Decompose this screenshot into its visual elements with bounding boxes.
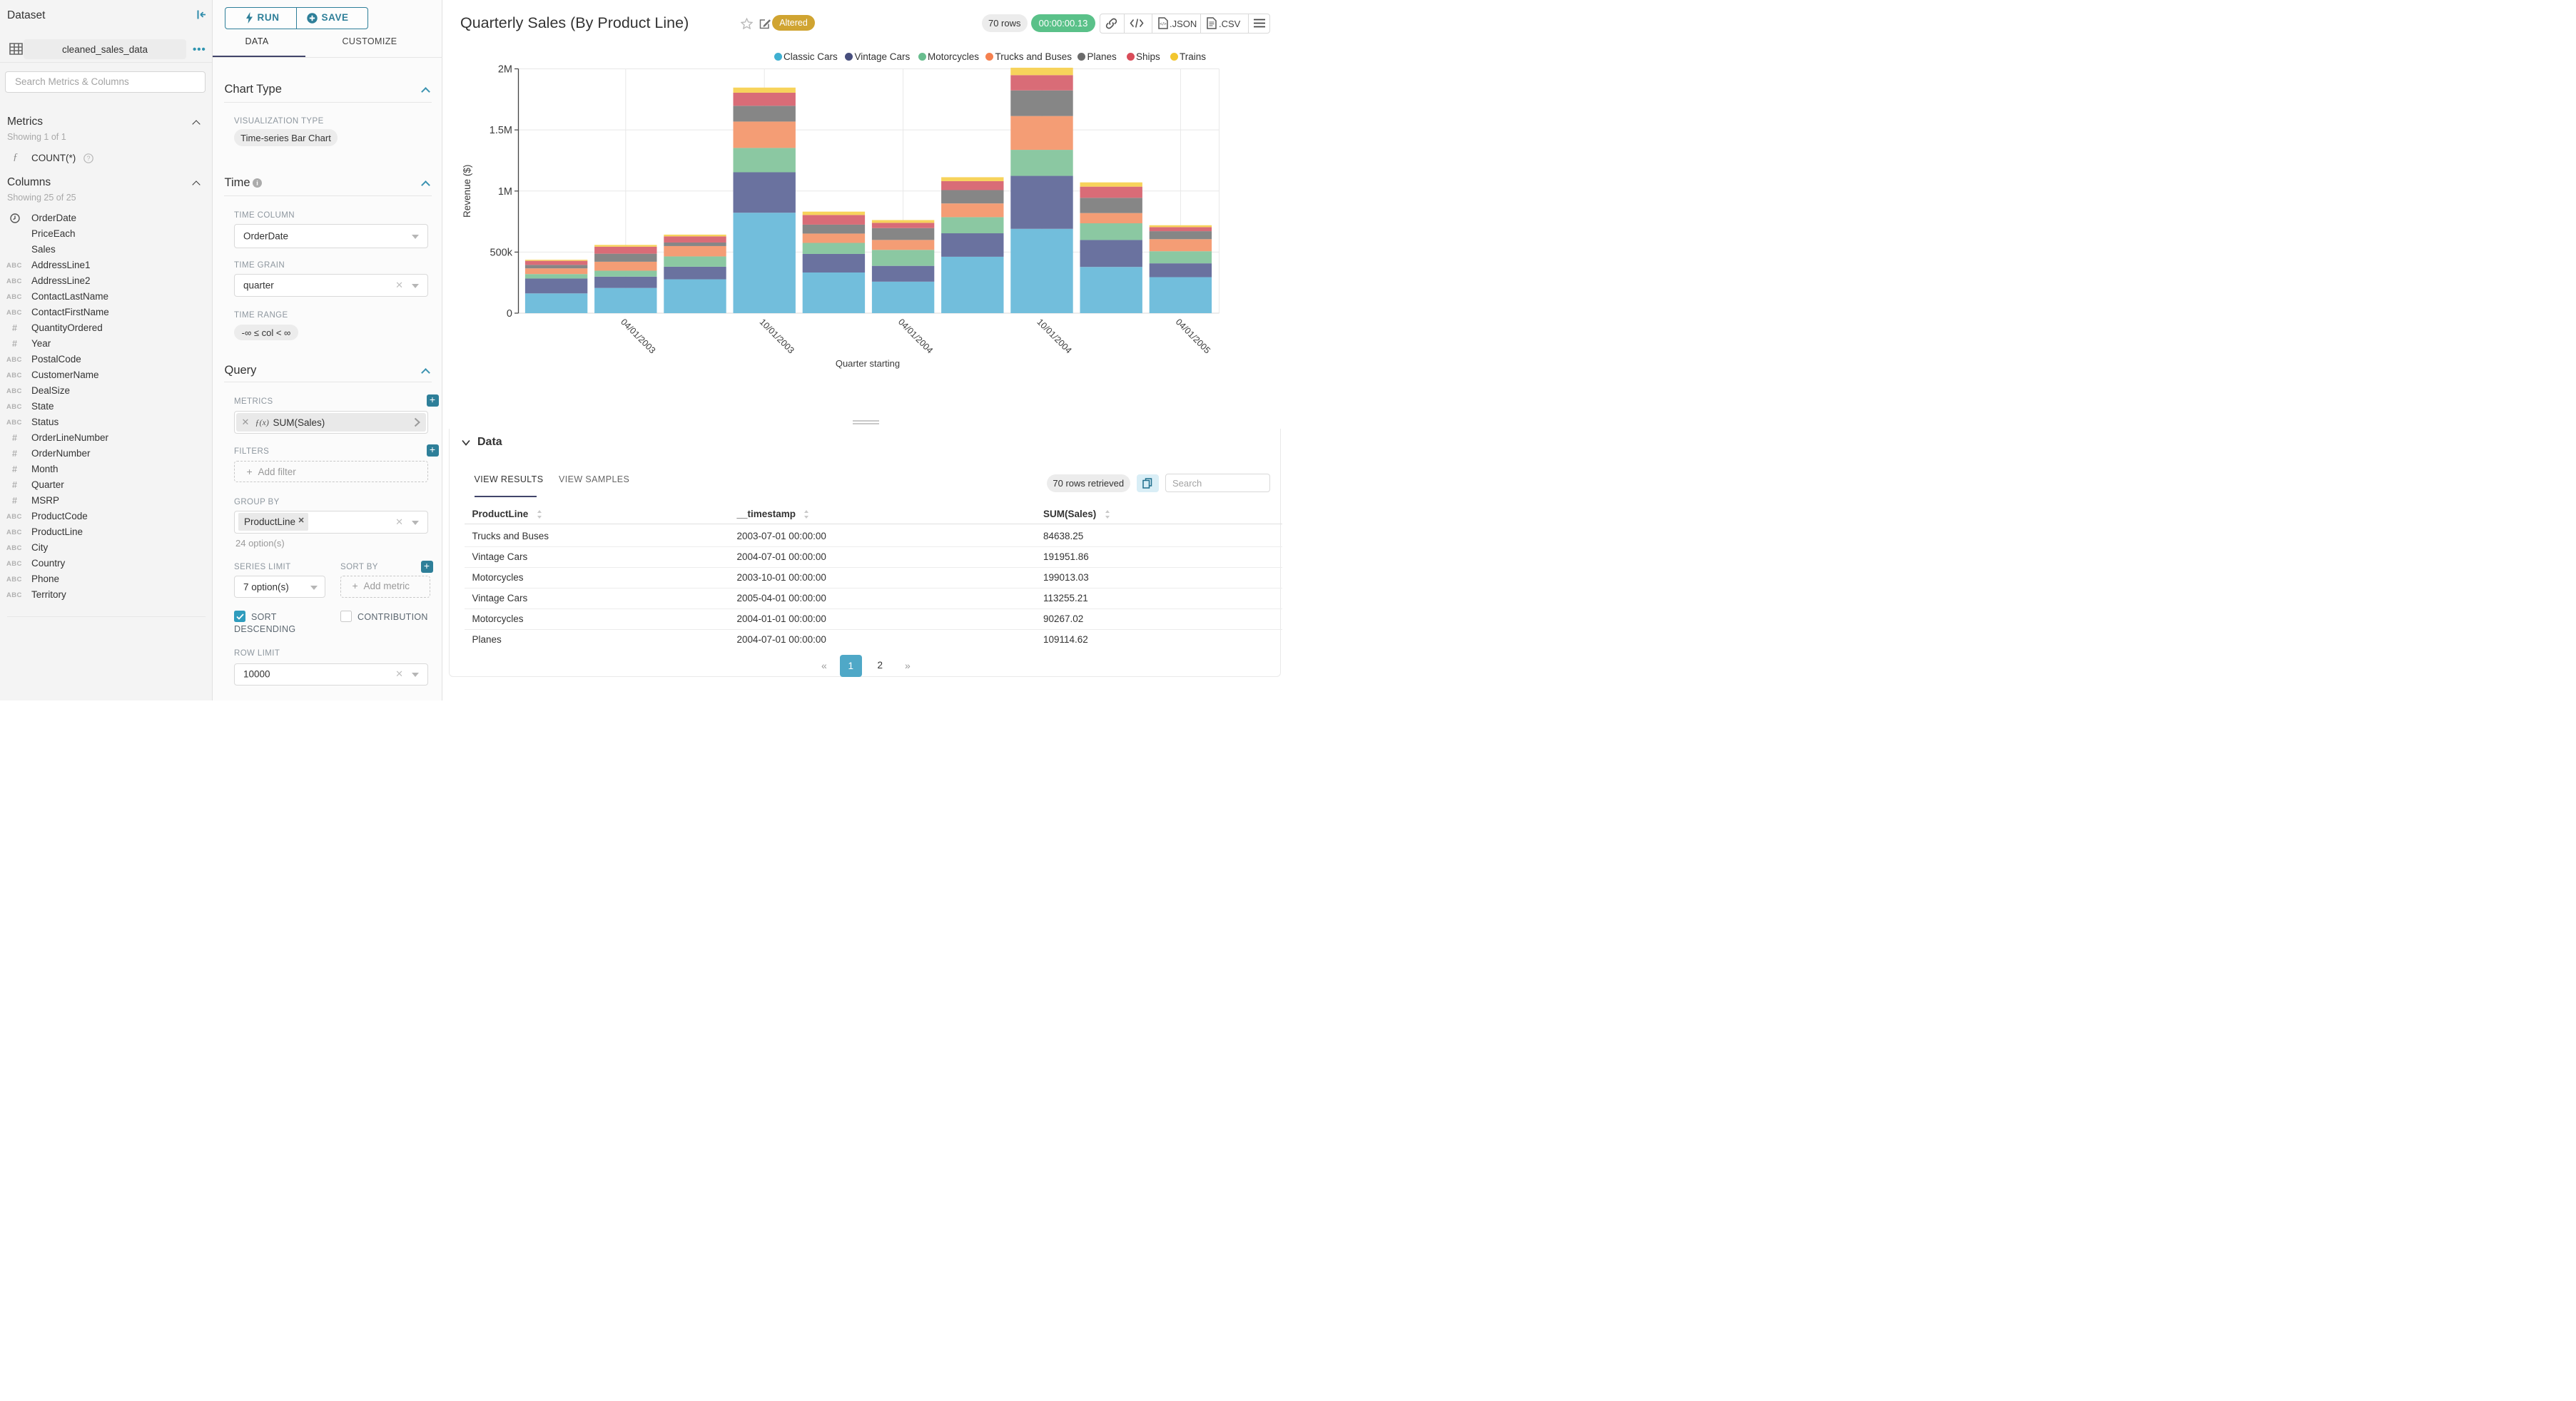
svg-text:0: 0 <box>507 308 512 320</box>
svg-text:</>: </> <box>1160 22 1167 27</box>
svg-text:10/01/2004: 10/01/2004 <box>1035 317 1073 355</box>
svg-text:i: i <box>256 180 258 187</box>
svg-text:Revenue ($): Revenue ($) <box>462 165 472 218</box>
svg-text:04/01/2003: 04/01/2003 <box>619 317 657 355</box>
svg-text:500k: 500k <box>490 247 513 258</box>
svg-text:10/01/2003: 10/01/2003 <box>758 317 796 355</box>
svg-text:04/01/2004: 04/01/2004 <box>896 317 935 355</box>
svg-text:2M: 2M <box>498 64 512 76</box>
svg-text:1M: 1M <box>498 186 512 198</box>
svg-text:?: ? <box>86 155 90 162</box>
svg-text:1.5M: 1.5M <box>490 125 512 136</box>
svg-text:Quarter starting: Quarter starting <box>836 358 900 369</box>
svg-text:04/01/2005: 04/01/2005 <box>1174 317 1212 355</box>
